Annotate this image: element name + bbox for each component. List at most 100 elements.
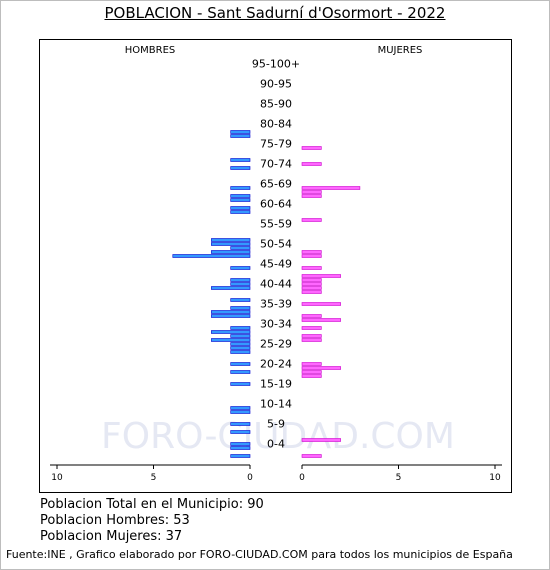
male-bar-age-65 — [230, 194, 251, 198]
female-population-text: Poblacion Mujeres: 37 — [40, 529, 183, 544]
age-group-label: 50-54 — [260, 238, 292, 251]
female-bar-age-20 — [301, 374, 322, 378]
male-bar-age-29 — [211, 338, 251, 342]
pyramid-panel: FORO-CIUDAD.COM HOMBRES MUJERES 95-100+ 90-9… — [39, 39, 512, 493]
male-bar-age-74 — [230, 158, 251, 162]
male-bar-age-39 — [230, 298, 251, 302]
male-bar-age-0 — [230, 454, 251, 458]
female-bar-age-59 — [301, 218, 322, 222]
male-bar-age-26 — [230, 350, 251, 354]
male-bar-age-67 — [230, 186, 251, 190]
male-bar-age-21 — [230, 370, 251, 374]
female-bar-age-44 — [301, 278, 322, 282]
left-x-tick-label: 10 — [51, 473, 63, 483]
male-bar-age-44 — [230, 278, 251, 282]
male-bar-age-31 — [211, 330, 251, 334]
female-bar-age-32 — [301, 326, 322, 330]
male-bar-age-2 — [230, 446, 251, 450]
female-bar-age-21 — [301, 370, 322, 374]
age-group-label: 90-95 — [260, 78, 292, 91]
female-bar-age-47 — [301, 266, 322, 270]
male-bar-age-11 — [230, 410, 251, 414]
male-bar-age-18 — [230, 382, 251, 386]
total-population-text: Poblacion Total en el Municipio: 90 — [40, 497, 264, 512]
age-group-label: 80-84 — [260, 118, 292, 131]
female-bar-age-43 — [301, 282, 322, 286]
male-bar-age-12 — [230, 406, 251, 410]
female-bar-age-23 — [301, 362, 322, 366]
male-bar-age-8 — [230, 422, 251, 426]
female-bar-age-29 — [301, 338, 322, 342]
female-bar-age-73 — [301, 162, 322, 166]
male-population-text: Poblacion Hombres: 53 — [40, 513, 190, 528]
age-group-label: 0-4 — [267, 438, 285, 451]
male-bar-age-37 — [230, 306, 251, 310]
female-bar-age-42 — [301, 286, 322, 290]
age-group-label: 25-29 — [260, 338, 292, 351]
age-group-label: 55-59 — [260, 218, 292, 231]
age-group-label: 35-39 — [260, 298, 292, 311]
female-bar-age-66 — [301, 190, 322, 194]
male-bar-age-81 — [230, 130, 251, 134]
female-bar-age-30 — [301, 334, 322, 338]
male-bar-age-61 — [230, 210, 251, 214]
male-bar-age-52 — [230, 246, 251, 250]
age-group-label: 30-34 — [260, 318, 292, 331]
male-bar-age-27 — [230, 346, 251, 350]
right-x-tick-label: 10 — [489, 473, 501, 483]
male-bar-age-80 — [230, 134, 251, 138]
female-bar-age-35 — [301, 314, 322, 318]
female-bar-age-4 — [301, 438, 341, 442]
male-bar-age-32 — [230, 326, 251, 330]
male-bar-age-42 — [211, 286, 251, 290]
chart-title: POBLACION - Sant Sadurní d'Osormort - 20… — [104, 4, 446, 22]
male-bar-age-64 — [230, 198, 251, 202]
age-group-label: 45-49 — [260, 258, 292, 271]
female-bar-age-38 — [301, 302, 341, 306]
age-group-label: 15-19 — [260, 378, 292, 391]
female-bar-age-67 — [301, 186, 361, 190]
female-bar-age-77 — [301, 146, 322, 150]
age-group-label: 5-9 — [267, 418, 285, 431]
age-group-label: 70-74 — [260, 158, 292, 171]
female-bar-age-0 — [301, 454, 322, 458]
male-bar-age-53 — [211, 242, 251, 246]
male-bar-age-50 — [172, 254, 251, 258]
female-bar-age-51 — [301, 250, 322, 254]
female-bar-age-41 — [301, 290, 322, 294]
male-bar-age-72 — [230, 166, 251, 170]
age-group-label: 75-79 — [260, 138, 292, 151]
age-group-label: 40-44 — [260, 278, 292, 291]
male-bar-age-23 — [230, 362, 251, 366]
male-bar-age-36 — [211, 310, 251, 314]
age-group-label: 95-100+ — [252, 58, 300, 71]
male-bar-age-3 — [230, 442, 251, 446]
right-x-tick-label: 0 — [299, 473, 305, 483]
male-bar-age-30 — [230, 334, 251, 338]
left-side-label: HOMBRES — [125, 45, 176, 56]
female-bar-age-34 — [301, 318, 341, 322]
male-bar-age-62 — [230, 206, 251, 210]
right-side-label: MUJERES — [378, 45, 423, 56]
left-x-tick-label: 0 — [247, 473, 253, 483]
age-group-label: 65-69 — [260, 178, 292, 191]
female-bar-age-45 — [301, 274, 341, 278]
female-bar-age-65 — [301, 194, 322, 198]
male-bar-age-28 — [230, 342, 251, 346]
male-bar-age-43 — [230, 282, 251, 286]
left-x-tick-label: 5 — [151, 473, 157, 483]
population-pyramid-chart: FORO-CIUDAD.COM HOMBRES MUJERES 95-100+ 90-9… — [50, 45, 502, 483]
age-group-label: 10-14 — [260, 398, 292, 411]
male-bar-age-35 — [211, 314, 251, 318]
age-group-label: 85-90 — [260, 98, 292, 111]
female-bar-age-50 — [301, 254, 322, 258]
male-bar-age-6 — [230, 430, 251, 434]
male-bar-age-47 — [230, 266, 251, 270]
age-group-label: 20-24 — [260, 358, 292, 371]
age-group-label: 60-64 — [260, 198, 292, 211]
right-x-tick-label: 5 — [396, 473, 402, 483]
male-bar-age-54 — [211, 238, 251, 242]
watermark-text: FORO-CIUDAD.COM — [101, 416, 455, 457]
female-bar-age-22 — [301, 366, 341, 370]
male-bar-age-51 — [211, 250, 251, 254]
